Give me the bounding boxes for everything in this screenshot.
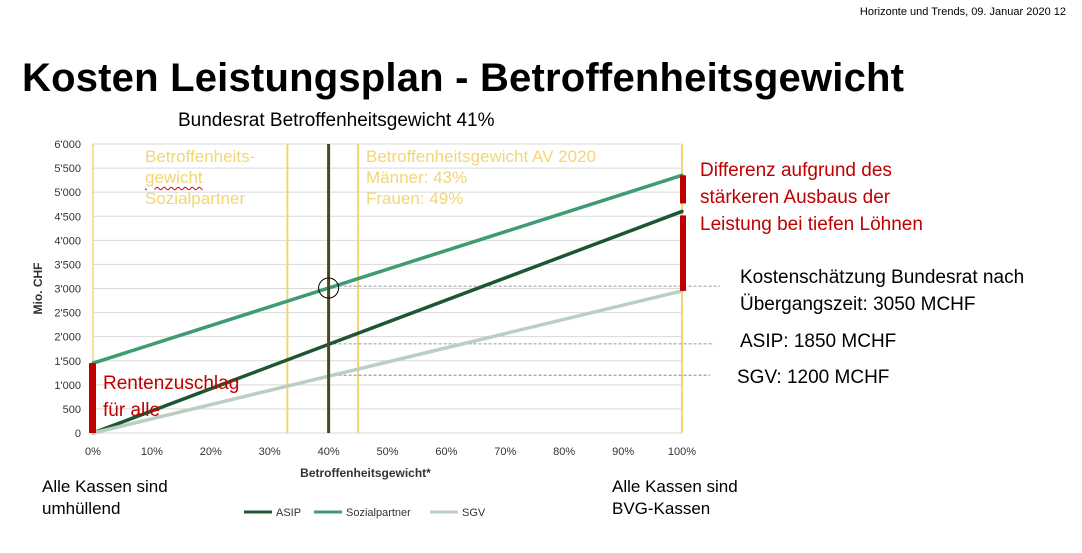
page-title: Kosten Leistungsplan - Betroffenheitsgew… xyxy=(22,56,905,100)
sozialpartner-zone-line1: Betroffenheits- xyxy=(145,147,256,166)
y-tick-label: 2'000 xyxy=(54,332,81,344)
bundesrat-estimate: Kostenschätzung Bundesrat nach Übergangs… xyxy=(740,264,1024,318)
y-tick-label: 1'000 xyxy=(54,380,81,392)
y-tick-label: 2'500 xyxy=(54,308,81,320)
bundesrat-estimate-line1: Kostenschätzung Bundesrat nach xyxy=(740,267,1025,288)
av2020-zone-label: Betroffenheitsgewicht AV 2020 Männer: 43… xyxy=(366,146,596,209)
series-line-asip xyxy=(91,209,684,435)
intersection-marker xyxy=(318,277,340,299)
legend-label-asip: ASIP xyxy=(276,507,301,519)
x-tick-label: 50% xyxy=(376,446,398,458)
rentenzuschlag-line2: für alle xyxy=(103,400,161,421)
av2020-zone-line2: Männer: 43% xyxy=(366,168,468,187)
x-tick-label: 100% xyxy=(668,446,696,458)
chart-subtitle: Bundesrat Betroffenheitsgewicht 41% xyxy=(178,110,495,131)
x-tick-label: 40% xyxy=(318,446,340,458)
av2020-zone-line3: Frauen: 49% xyxy=(366,189,464,208)
y-tick-label: 5'500 xyxy=(54,163,81,175)
rentenzuschlag-bar xyxy=(89,363,96,433)
x-tick-label: 90% xyxy=(612,446,634,458)
x-tick-label: 80% xyxy=(553,446,575,458)
differenz-annotation: Differenz aufgrund des stärkeren Ausbaus… xyxy=(700,157,923,238)
legend-label-sozialpartner: Sozialpartner xyxy=(346,507,411,519)
x-tick-label: 20% xyxy=(200,446,222,458)
right-note-line2: BVG-Kassen xyxy=(612,499,711,518)
y-tick-label: 3'000 xyxy=(54,284,81,296)
x-axis-title: Betroffenheitsgewicht* xyxy=(300,466,431,480)
differenz-line1: Differenz aufgrund des xyxy=(700,160,892,181)
y-tick-label: 3'500 xyxy=(54,259,81,271)
y-tick-label: 6'000 xyxy=(54,139,81,151)
x-tick-label: 0% xyxy=(85,446,101,458)
rentenzuschlag-line1: Rentenzuschlag xyxy=(103,373,240,394)
asip-estimate: ASIP: 1850 MCHF xyxy=(740,331,897,352)
sgv-estimate: SGV: 1200 MCHF xyxy=(737,367,890,388)
x-tick-label: 70% xyxy=(494,446,516,458)
x-tick-label: 30% xyxy=(259,446,281,458)
left-note-line2: umhüllend xyxy=(42,499,121,518)
legend-label-sgv: SGV xyxy=(462,507,486,519)
sozialpartner-zone-label: Betroffenheits- gewicht Sozialpartner xyxy=(145,146,255,209)
y-tick-label: 4'000 xyxy=(54,235,81,247)
left-note-line1: Alle Kassen sind xyxy=(42,477,168,496)
sozialpartner-zone-line2: gewicht xyxy=(145,168,203,187)
differenz-line2: stärkeren Ausbaus der xyxy=(700,187,891,208)
x-tick-label: 60% xyxy=(435,446,457,458)
y-axis-title: Mio. CHF xyxy=(31,263,45,315)
left-note: Alle Kassen sind umhüllend xyxy=(42,476,168,520)
series-line-sgv xyxy=(91,289,684,435)
rentenzuschlag-annotation: Rentenzuschlag für alle xyxy=(103,370,239,424)
y-tick-label: 0 xyxy=(75,428,81,440)
differenz-line3: Leistung bei tiefen Löhnen xyxy=(700,214,923,235)
y-tick-label: 5'000 xyxy=(54,187,81,199)
right-note: Alle Kassen sind BVG-Kassen xyxy=(612,476,738,520)
av2020-zone-line1: Betroffenheitsgewicht AV 2020 xyxy=(366,147,596,166)
y-tick-label: 500 xyxy=(63,404,81,416)
series-line-sozialpartner xyxy=(91,173,684,365)
header-note: Horizonte und Trends, 09. Januar 2020 12 xyxy=(859,6,1066,18)
differenz-bar-lower xyxy=(680,215,686,291)
x-tick-label: 10% xyxy=(141,446,163,458)
y-tick-label: 1'500 xyxy=(54,356,81,368)
sozialpartner-zone-line3: Sozialpartner xyxy=(145,189,246,208)
differenz-bar-upper xyxy=(680,175,686,204)
bundesrat-estimate-line2: Übergangszeit: 3050 MCHF xyxy=(740,294,976,315)
y-tick-label: 4'500 xyxy=(54,211,81,223)
right-note-line1: Alle Kassen sind xyxy=(612,477,738,496)
